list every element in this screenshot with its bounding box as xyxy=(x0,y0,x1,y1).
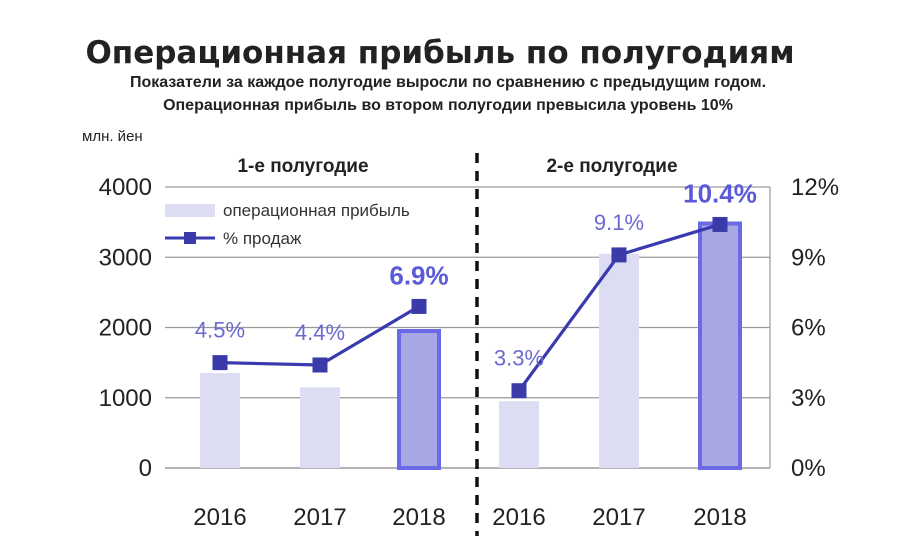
x-axis: 2016 2017 2018 2016 2017 2018 xyxy=(193,504,746,531)
y-right-tick-label: 6% xyxy=(791,315,826,342)
line-marker xyxy=(712,216,728,232)
data-labels: 4.5% 4.4% 6.9% 3.3% 9.1% 10.4% xyxy=(195,178,757,370)
x-tick-label: 2018 xyxy=(392,504,445,531)
y-left-tick-label: 4000 xyxy=(99,174,152,201)
x-tick-label: 2018 xyxy=(693,504,746,531)
grid xyxy=(165,186,771,469)
legend-label-bar: операционная прибыль xyxy=(223,201,410,220)
y-left-tick-label: 0 xyxy=(139,455,152,482)
y-right-tick-label: 12% xyxy=(791,174,839,201)
line-marker xyxy=(212,355,228,371)
line-marker xyxy=(511,383,527,399)
y-left-tick-label: 1000 xyxy=(99,385,152,412)
group-label-h1: 1-е полугодие xyxy=(237,156,368,177)
line-series xyxy=(219,222,721,392)
bar xyxy=(599,253,639,468)
data-label: 9.1% xyxy=(594,210,644,235)
line-markers xyxy=(212,216,728,399)
y-right-tick-label: 0% xyxy=(791,455,826,482)
y-axis-right: 0% 3% 6% 9% 12% xyxy=(791,174,839,482)
bar xyxy=(499,401,539,468)
legend-label-line: % продаж xyxy=(223,229,302,248)
chart-subtitle-line-2: Операционная прибыль во втором полугодии… xyxy=(163,97,733,114)
legend-swatch-bar xyxy=(165,204,215,217)
bar xyxy=(698,221,742,470)
line-marker xyxy=(611,247,627,263)
legend: операционная прибыль % продаж xyxy=(165,201,410,248)
group-label-h2: 2-е полугодие xyxy=(546,156,677,177)
data-label: 4.4% xyxy=(295,320,345,345)
bar xyxy=(300,387,340,468)
x-tick-label: 2016 xyxy=(193,504,246,531)
bar xyxy=(200,373,240,468)
line-marker xyxy=(411,298,427,314)
y-left-tick-label: 3000 xyxy=(99,244,152,271)
y-left-tick-label: 2000 xyxy=(99,315,152,342)
bar xyxy=(397,329,441,471)
x-tick-label: 2017 xyxy=(293,504,346,531)
legend-swatch-marker xyxy=(184,232,196,244)
x-tick-label: 2017 xyxy=(592,504,645,531)
line-marker xyxy=(312,357,328,373)
chart-subtitle-line-1: Показатели за каждое полугодие выросли п… xyxy=(130,74,766,91)
chart-title: Операционная прибыль по полугодиям xyxy=(85,35,794,71)
y-right-tick-label: 9% xyxy=(791,244,826,271)
x-tick-label: 2016 xyxy=(492,504,545,531)
data-label: 4.5% xyxy=(195,318,245,343)
y-unit-label: млн. йен xyxy=(82,128,143,145)
y-right-tick-label: 3% xyxy=(791,385,826,412)
data-label: 10.4% xyxy=(683,178,757,208)
data-label: 6.9% xyxy=(389,260,448,290)
y-axis-left: 0 1000 2000 3000 4000 xyxy=(99,174,152,482)
bar-series xyxy=(200,221,742,471)
data-label: 3.3% xyxy=(494,346,544,371)
